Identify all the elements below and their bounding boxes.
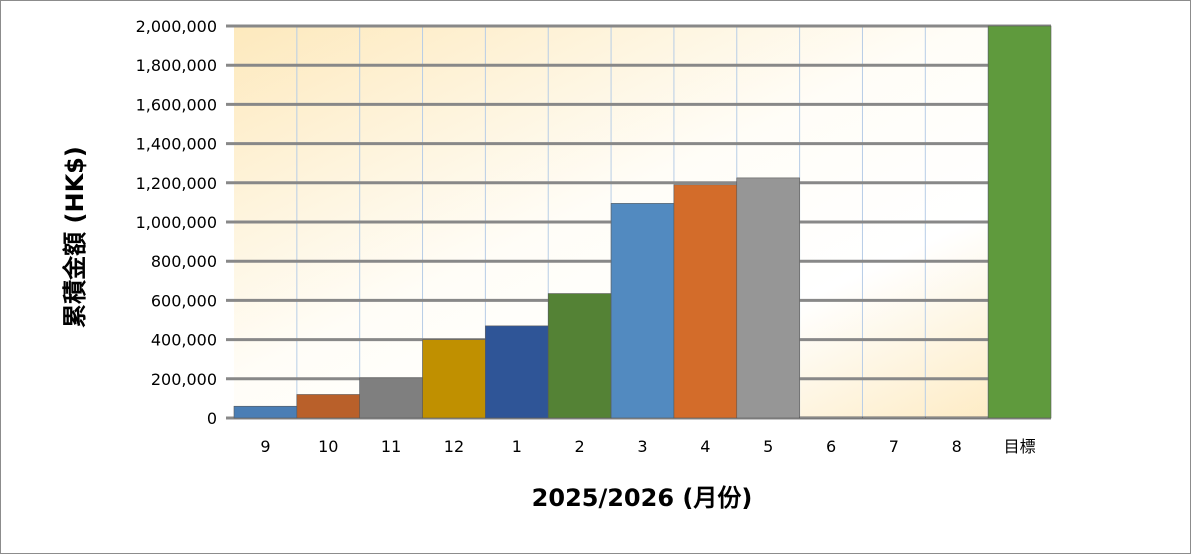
bar: [547, 293, 612, 419]
y-axis-title: 累積金額 (HK$): [61, 146, 89, 328]
y-tick-label: 200,000: [151, 370, 217, 389]
x-tick-label: 1: [512, 437, 522, 456]
y-tick-label: 800,000: [151, 252, 217, 271]
y-tick-label: 1,400,000: [136, 135, 217, 154]
x-tick-label: 2: [575, 437, 585, 456]
y-tick-label: 600,000: [151, 291, 217, 310]
bar: [296, 394, 360, 419]
x-tick-label: 6: [826, 437, 836, 456]
x-tick-label: 10: [318, 437, 338, 456]
x-axis-title: 2025/2026 (月份): [532, 484, 753, 512]
x-tick-label: 12: [444, 437, 464, 456]
y-tick-label: 1,600,000: [136, 95, 217, 114]
bar: [799, 416, 863, 419]
bar: [862, 416, 926, 419]
y-tick-label: 0: [207, 409, 217, 428]
x-tick-label: 4: [700, 437, 710, 456]
bars: [233, 25, 1052, 419]
y-tick-label: 1,800,000: [136, 56, 217, 75]
y-tick-label: 400,000: [151, 331, 217, 350]
x-tick-label: 目標: [1004, 437, 1036, 456]
y-tick-label: 2,000,000: [136, 17, 217, 36]
y-tick-label: 1,200,000: [136, 174, 217, 193]
bar: [987, 25, 1052, 419]
x-tick-label: 8: [952, 437, 962, 456]
bar: [736, 177, 800, 419]
y-tick-labels: 0 200,000 400,000 600,000 800,000 1,000,000 1,…: [136, 17, 217, 428]
y-tick-label: 1,000,000: [136, 213, 217, 232]
x-tick-label: 11: [381, 437, 401, 456]
bar: [610, 203, 675, 419]
bar: [485, 325, 549, 419]
bar: [422, 339, 486, 419]
bar: [233, 405, 298, 419]
x-tick-labels: 9 10 11 12 1 2 3 4 5 6 7 8 目標: [260, 437, 1035, 456]
bar: [925, 416, 989, 419]
x-tick-label: 9: [260, 437, 270, 456]
x-tick-label: 5: [763, 437, 773, 456]
x-tick-label: 7: [889, 437, 899, 456]
bar: [359, 377, 423, 419]
bar: [673, 184, 738, 419]
x-tick-label: 3: [637, 437, 647, 456]
